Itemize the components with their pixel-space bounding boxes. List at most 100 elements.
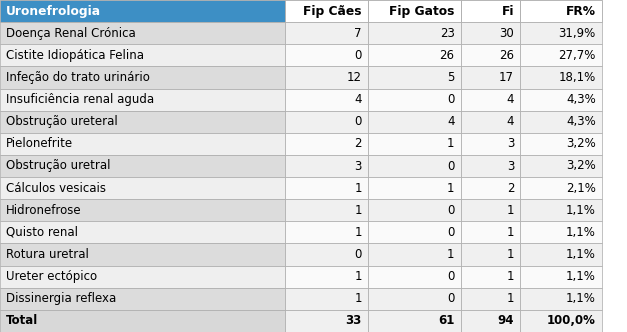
Bar bbox=[368, 22, 461, 44]
Text: 1: 1 bbox=[507, 226, 514, 239]
Bar bbox=[0, 155, 285, 177]
Bar bbox=[461, 22, 520, 44]
Bar bbox=[368, 133, 461, 155]
Bar bbox=[368, 44, 461, 66]
Bar bbox=[285, 288, 368, 310]
Text: 0: 0 bbox=[447, 93, 455, 106]
Text: 0: 0 bbox=[354, 49, 362, 62]
Text: 61: 61 bbox=[438, 314, 455, 327]
Text: 2: 2 bbox=[507, 182, 514, 195]
Bar bbox=[368, 177, 461, 199]
Text: 30: 30 bbox=[499, 27, 514, 40]
Bar bbox=[285, 310, 368, 332]
Bar bbox=[0, 288, 285, 310]
Text: 4,3%: 4,3% bbox=[566, 115, 596, 128]
Text: 1,1%: 1,1% bbox=[566, 270, 596, 283]
Text: 0: 0 bbox=[354, 248, 362, 261]
Bar bbox=[285, 66, 368, 89]
Bar bbox=[0, 310, 285, 332]
Text: 1: 1 bbox=[507, 248, 514, 261]
Text: Obstrução ureteral: Obstrução ureteral bbox=[6, 115, 118, 128]
Bar bbox=[461, 89, 520, 111]
Bar bbox=[520, 177, 602, 199]
Bar bbox=[368, 66, 461, 89]
Bar bbox=[520, 155, 602, 177]
Bar bbox=[368, 288, 461, 310]
Text: 1: 1 bbox=[447, 248, 455, 261]
Text: Quisto renal: Quisto renal bbox=[6, 226, 78, 239]
Bar bbox=[461, 111, 520, 133]
Text: 1: 1 bbox=[507, 270, 514, 283]
Bar bbox=[368, 199, 461, 221]
Bar bbox=[0, 221, 285, 243]
Text: 4: 4 bbox=[354, 93, 362, 106]
Text: 27,7%: 27,7% bbox=[558, 49, 596, 62]
Bar bbox=[461, 177, 520, 199]
Text: FR%: FR% bbox=[566, 5, 596, 18]
Text: 1: 1 bbox=[447, 182, 455, 195]
Bar bbox=[0, 66, 285, 89]
Text: Fip Cães: Fip Cães bbox=[303, 5, 362, 18]
Bar bbox=[520, 199, 602, 221]
Bar bbox=[461, 310, 520, 332]
Bar bbox=[285, 177, 368, 199]
Text: 2: 2 bbox=[354, 137, 362, 150]
Bar bbox=[285, 155, 368, 177]
Bar bbox=[520, 288, 602, 310]
Bar bbox=[520, 266, 602, 288]
Text: Fip Gatos: Fip Gatos bbox=[389, 5, 455, 18]
Text: 1,1%: 1,1% bbox=[566, 292, 596, 305]
Text: 0: 0 bbox=[447, 270, 455, 283]
Text: Rotura uretral: Rotura uretral bbox=[6, 248, 89, 261]
Bar bbox=[285, 133, 368, 155]
Bar bbox=[0, 22, 285, 44]
Bar bbox=[0, 199, 285, 221]
Text: 4,3%: 4,3% bbox=[566, 93, 596, 106]
Bar bbox=[461, 266, 520, 288]
Bar bbox=[368, 111, 461, 133]
Text: Dissinergia reflexa: Dissinergia reflexa bbox=[6, 292, 117, 305]
Text: 18,1%: 18,1% bbox=[559, 71, 596, 84]
Text: 26: 26 bbox=[440, 49, 455, 62]
Text: 1: 1 bbox=[354, 270, 362, 283]
Text: Insuficiência renal aguda: Insuficiência renal aguda bbox=[6, 93, 154, 106]
Text: 0: 0 bbox=[447, 292, 455, 305]
Text: 3,2%: 3,2% bbox=[566, 137, 596, 150]
Bar bbox=[0, 89, 285, 111]
Bar bbox=[368, 221, 461, 243]
Text: Total: Total bbox=[6, 314, 38, 327]
Text: 0: 0 bbox=[354, 115, 362, 128]
Text: 1,1%: 1,1% bbox=[566, 248, 596, 261]
Text: Ureter ectópico: Ureter ectópico bbox=[6, 270, 97, 283]
Text: 3: 3 bbox=[507, 159, 514, 173]
Bar bbox=[520, 133, 602, 155]
Text: 100,0%: 100,0% bbox=[547, 314, 596, 327]
Bar bbox=[368, 243, 461, 266]
Text: 1,1%: 1,1% bbox=[566, 226, 596, 239]
Text: 1: 1 bbox=[507, 204, 514, 217]
Text: Infeção do trato urinário: Infeção do trato urinário bbox=[6, 71, 150, 84]
Text: 23: 23 bbox=[440, 27, 455, 40]
Text: 3: 3 bbox=[354, 159, 362, 173]
Text: Fi: Fi bbox=[502, 5, 514, 18]
Text: Hidronefrose: Hidronefrose bbox=[6, 204, 82, 217]
Text: 1: 1 bbox=[507, 292, 514, 305]
Bar bbox=[0, 266, 285, 288]
Text: 94: 94 bbox=[498, 314, 514, 327]
Text: 1: 1 bbox=[354, 226, 362, 239]
Bar bbox=[520, 66, 602, 89]
Text: 0: 0 bbox=[447, 159, 455, 173]
Text: Obstrução uretral: Obstrução uretral bbox=[6, 159, 111, 173]
Bar bbox=[0, 44, 285, 66]
Text: 33: 33 bbox=[345, 314, 362, 327]
Text: 26: 26 bbox=[499, 49, 514, 62]
Text: 0: 0 bbox=[447, 226, 455, 239]
Bar bbox=[368, 266, 461, 288]
Bar bbox=[285, 44, 368, 66]
Bar bbox=[368, 89, 461, 111]
Bar bbox=[285, 89, 368, 111]
Text: 3,2%: 3,2% bbox=[566, 159, 596, 173]
Text: Pielonefrite: Pielonefrite bbox=[6, 137, 73, 150]
Bar bbox=[461, 44, 520, 66]
Bar bbox=[285, 199, 368, 221]
